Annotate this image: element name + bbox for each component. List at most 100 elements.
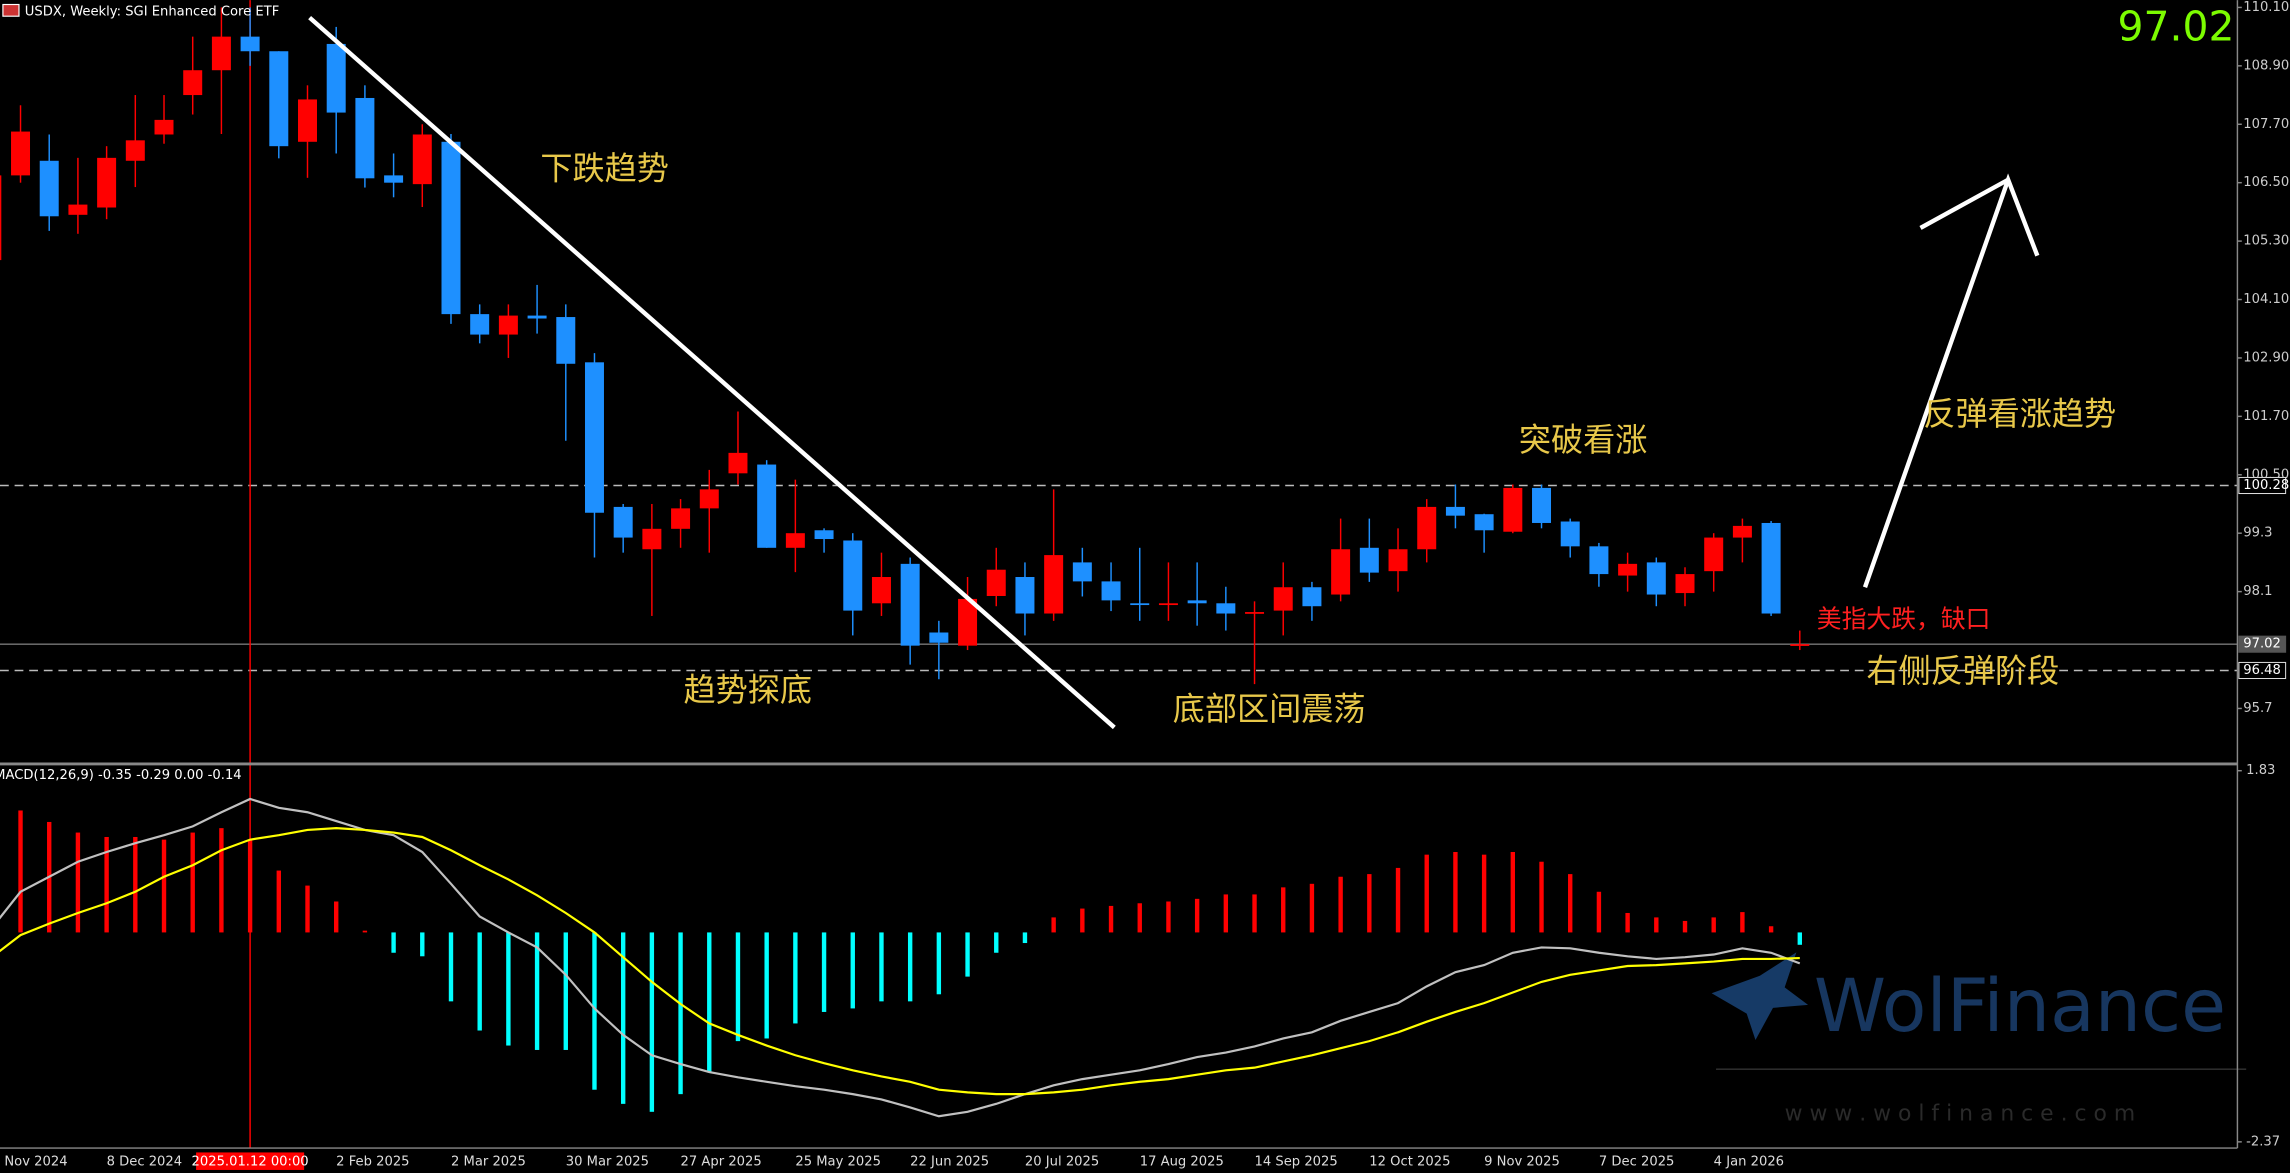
histogram-bar: [1424, 854, 1429, 933]
candle-body: [1044, 555, 1064, 614]
histogram-bar: [362, 930, 368, 933]
x-tick-label: 25 May 2025: [795, 1154, 881, 1169]
histogram-bar: [592, 932, 597, 1090]
annotation: 下跌趋势: [540, 149, 669, 187]
candle-body: [699, 489, 719, 509]
histogram-bar: [1367, 874, 1372, 933]
histogram-bar: [247, 839, 253, 933]
histogram-bar: [1166, 901, 1171, 933]
candle-body: [613, 506, 633, 538]
watermark-url: w w w . w o l f i n a n c e . c o m: [1785, 1101, 2136, 1126]
x-tick-label: 22 Jun 2025: [910, 1154, 989, 1169]
histogram-bar: [879, 932, 884, 1002]
histogram-bar: [276, 870, 281, 933]
arrow-head: [1919, 177, 2010, 230]
candle-body: [154, 119, 174, 135]
histogram-bar: [1711, 917, 1716, 933]
histogram-bar: [1395, 867, 1401, 933]
y-tick-label: 105.30: [2243, 234, 2289, 249]
candle-body: [1761, 522, 1781, 614]
y-tick-label: 1.83: [2246, 763, 2275, 778]
histogram-bar: [1338, 876, 1343, 933]
candle-body: [584, 362, 604, 513]
candle-body: [11, 131, 31, 176]
histogram-bar: [1309, 883, 1315, 933]
histogram-bar: [1080, 908, 1085, 933]
y-tick-label: 106.50: [2243, 175, 2289, 190]
candle-body: [1704, 537, 1724, 572]
histogram-bar: [477, 932, 482, 1031]
candle-body: [1675, 574, 1695, 594]
y-tick-label: -2.37: [2246, 1134, 2280, 1149]
histogram-bar: [1682, 920, 1688, 933]
candle-body: [1216, 603, 1236, 614]
candle-body: [441, 141, 461, 315]
candle-body: [1618, 563, 1638, 576]
candle-body: [355, 97, 375, 179]
histogram-bar: [1481, 854, 1487, 933]
candle-body: [1790, 644, 1810, 646]
candle-body: [1474, 514, 1494, 531]
histogram-bar: [1510, 852, 1516, 933]
histogram-bar: [391, 932, 396, 953]
candle-body: [1158, 603, 1178, 606]
histogram-bar: [1137, 903, 1142, 933]
histogram-bar: [1022, 932, 1028, 944]
histogram-bar: [678, 932, 683, 1095]
histogram-bar: [448, 932, 454, 1002]
level-box: [2238, 635, 2287, 653]
histogram-bar: [506, 932, 511, 1046]
watermark-brand: WolFinance: [1814, 964, 2226, 1049]
candle-body: [929, 632, 949, 643]
histogram-bar: [707, 932, 712, 1073]
y-tick-label: 99.3: [2243, 526, 2272, 541]
candle-body: [183, 70, 203, 96]
y-tick-label: 110.10: [2243, 0, 2289, 15]
histogram-bar: [133, 836, 138, 933]
histogram-bar: [1596, 891, 1602, 933]
level-label: 97.02: [2243, 637, 2281, 652]
histogram-bar: [850, 932, 855, 1009]
candle-body: [958, 598, 978, 646]
candle-body: [125, 140, 145, 161]
histogram-bar: [1539, 861, 1544, 933]
histogram-bar: [563, 932, 568, 1050]
candle-body: [1532, 487, 1552, 523]
histogram-bar: [735, 932, 741, 1042]
histogram-bar: [305, 885, 310, 933]
chart-title: USDX, Weekly: SGI Enhanced Core ETF: [25, 4, 279, 19]
histogram-bar: [764, 932, 769, 1039]
candle-body: [1101, 581, 1121, 601]
histogram-bar: [936, 932, 942, 995]
level-box: [2238, 661, 2287, 680]
candle-body: [986, 569, 1006, 596]
crosshair-label: 2025.01.12 00:00: [192, 1154, 309, 1169]
candle-body: [1245, 612, 1265, 614]
candle-body: [1732, 525, 1752, 538]
y-tick-label: 95.7: [2243, 701, 2272, 716]
x-tick-label: 27 Apr 2025: [681, 1154, 762, 1169]
y-tick-label: 101.70: [2243, 409, 2289, 424]
x-tick-label: 4 Jan 2026: [1714, 1154, 1784, 1169]
annotation: 突破看涨: [1519, 421, 1648, 459]
histogram-bar: [334, 901, 339, 933]
candle-body: [1302, 587, 1322, 607]
level-box: [2238, 476, 2287, 495]
candle-body: [39, 160, 59, 217]
candle-body: [412, 134, 432, 185]
x-tick-label: 2 Feb 2025: [336, 1154, 409, 1169]
x-tick-label: 30 Mar 2025: [566, 1154, 649, 1169]
annotation: 趋势探底: [683, 671, 812, 709]
level-label: 96.48: [2243, 663, 2281, 678]
candle-body: [326, 43, 346, 113]
candle-body: [97, 157, 117, 208]
histogram-bar: [1740, 912, 1745, 933]
histogram-bar: [1051, 917, 1056, 933]
candle-body: [1589, 546, 1609, 575]
histogram-bar: [104, 836, 109, 933]
candle-body: [757, 464, 777, 548]
candle-body: [269, 51, 289, 147]
histogram-bar: [420, 932, 425, 957]
